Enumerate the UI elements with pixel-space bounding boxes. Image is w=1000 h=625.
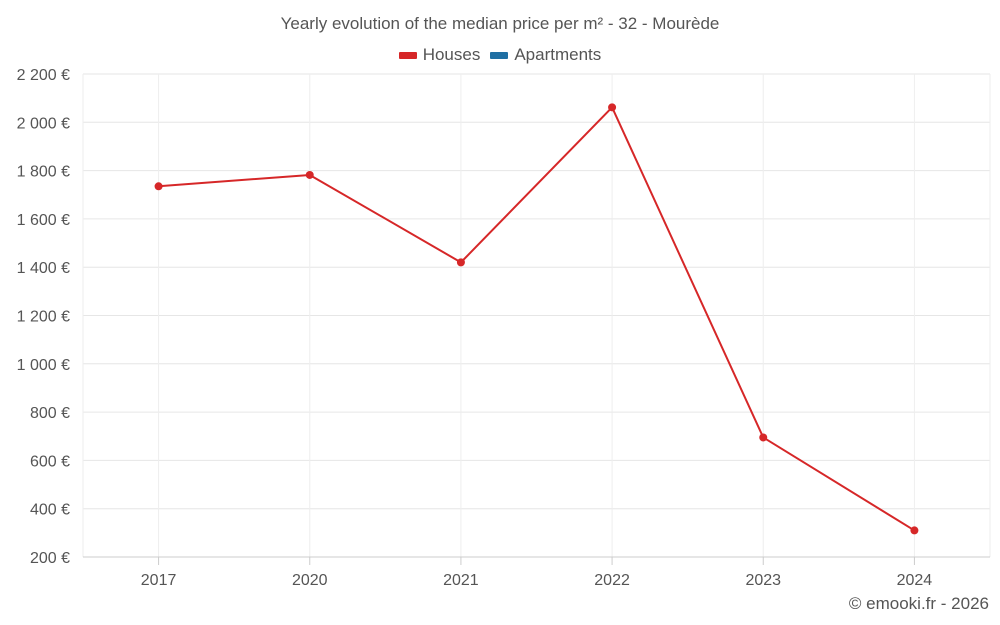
y-tick-label: 1 000 €: [17, 357, 70, 374]
y-tick-label: 1 800 €: [17, 164, 70, 181]
data-point-houses-2017: [154, 182, 163, 191]
series-line-houses: [158, 106, 915, 532]
x-tick-label: 2022: [594, 572, 630, 589]
legend-label-houses: Houses: [422, 45, 481, 64]
legend-label-apartments: Apartments: [514, 45, 602, 64]
y-tick-label: 1 200 €: [17, 309, 70, 326]
y-tick-label: 1 600 €: [17, 212, 70, 229]
y-tick-label: 2 200 €: [17, 67, 70, 84]
legend-swatch-houses: [398, 51, 417, 59]
y-tick-label: 200 €: [30, 550, 70, 567]
y-tick-label: 1 400 €: [17, 260, 70, 277]
x-tick-label: 2024: [897, 572, 933, 589]
y-tick-label: 600 €: [30, 453, 70, 470]
data-point-houses-2024: [910, 526, 919, 535]
y-tick-label: 800 €: [30, 405, 70, 422]
legend-item-houses[interactable]: Houses: [398, 45, 481, 65]
copyright-text: © emooki.fr - 2026: [848, 594, 989, 613]
data-point-houses-2021: [456, 258, 465, 267]
y-tick-label: 400 €: [30, 502, 70, 519]
x-tick-label: 2020: [292, 572, 328, 589]
data-point-houses-2022: [608, 103, 617, 112]
y-tick-label: 2 000 €: [17, 115, 70, 132]
x-tick-label: 2017: [141, 572, 177, 589]
data-point-houses-2023: [759, 433, 768, 442]
legend-swatch-apartments: [490, 51, 509, 59]
chart-legend: Houses Apartments: [0, 45, 1000, 65]
x-tick-label: 2023: [745, 572, 781, 589]
data-point-houses-2020: [305, 170, 314, 179]
legend-item-apartments[interactable]: Apartments: [490, 45, 601, 65]
chart-title: Yearly evolution of the median price per…: [280, 14, 720, 33]
x-tick-label: 2021: [443, 572, 479, 589]
